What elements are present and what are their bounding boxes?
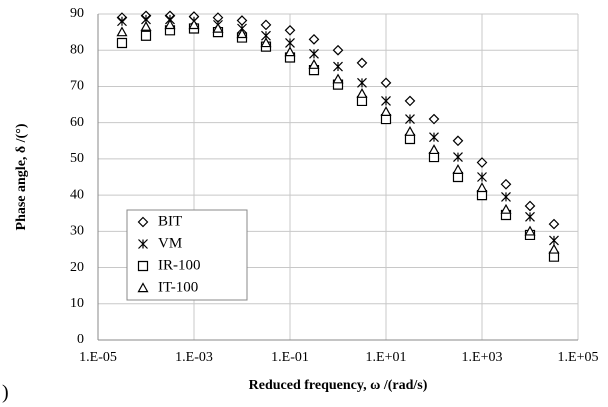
y-tick-label: 60 bbox=[70, 115, 84, 130]
data-point bbox=[260, 37, 272, 48]
data-point bbox=[333, 61, 343, 72]
data-point bbox=[380, 77, 392, 89]
data-point bbox=[428, 113, 440, 125]
data-point bbox=[236, 15, 248, 26]
data-point bbox=[429, 132, 439, 143]
data-point bbox=[548, 243, 560, 254]
data-point bbox=[332, 73, 344, 84]
data-point bbox=[308, 34, 320, 45]
data-point bbox=[524, 225, 536, 236]
data-point bbox=[357, 77, 367, 88]
data-point bbox=[453, 152, 463, 163]
data-point bbox=[452, 135, 464, 147]
data-point bbox=[381, 96, 391, 106]
data-point bbox=[332, 44, 344, 56]
annotation: ) bbox=[2, 382, 9, 404]
data-point bbox=[116, 26, 128, 37]
data-point bbox=[476, 157, 488, 168]
y-tick-label: 90 bbox=[70, 6, 84, 21]
y-tick-label: 20 bbox=[70, 260, 84, 275]
legend-label: VM bbox=[158, 235, 182, 251]
x-tick-label: 1.E+03 bbox=[462, 350, 503, 365]
legend-marker bbox=[137, 282, 149, 293]
x-axis-title: Reduced frequency, ω /(rad/s) bbox=[249, 378, 428, 393]
legend-label: IT-100 bbox=[158, 279, 198, 295]
data-point bbox=[380, 106, 392, 116]
data-point bbox=[476, 182, 488, 193]
data-point bbox=[140, 30, 152, 41]
data-point bbox=[308, 58, 320, 69]
y-axis-title: Phase angle, δ /(°) bbox=[14, 123, 29, 230]
data-point bbox=[452, 164, 464, 174]
x-tick-label: 1.E-05 bbox=[79, 350, 117, 365]
x-tick-label: 1.E+05 bbox=[558, 350, 599, 365]
data-point bbox=[236, 28, 248, 39]
data-point bbox=[260, 19, 272, 31]
x-tick-label: 1.E+01 bbox=[366, 350, 407, 365]
data-point bbox=[404, 95, 416, 107]
data-point bbox=[117, 16, 127, 27]
legend-marker bbox=[137, 260, 149, 272]
data-point bbox=[140, 20, 152, 31]
legend-marker bbox=[138, 239, 148, 249]
y-tick-label: 10 bbox=[70, 296, 84, 311]
data-point bbox=[164, 19, 176, 30]
legend-marker bbox=[137, 216, 149, 228]
data-point bbox=[477, 172, 487, 182]
data-point bbox=[524, 200, 536, 212]
data-point bbox=[549, 235, 559, 246]
data-point bbox=[212, 22, 224, 33]
y-tick-label: 30 bbox=[70, 224, 84, 239]
data-point bbox=[284, 46, 296, 57]
data-point bbox=[525, 211, 535, 222]
data-point bbox=[284, 24, 296, 36]
data-point bbox=[356, 87, 368, 98]
data-point bbox=[116, 37, 128, 49]
data-point bbox=[500, 178, 512, 190]
data-point bbox=[285, 38, 295, 48]
data-point bbox=[404, 125, 416, 136]
data-point bbox=[428, 144, 440, 155]
data-point bbox=[500, 203, 512, 214]
y-tick-label: 70 bbox=[70, 79, 84, 94]
legend-box bbox=[126, 209, 248, 301]
y-tick-label: 80 bbox=[70, 42, 84, 57]
data-point bbox=[405, 114, 415, 124]
x-tick-label: 1.E-03 bbox=[175, 350, 213, 365]
x-tick-label: 1.E-01 bbox=[271, 350, 309, 365]
y-tick-label: 50 bbox=[70, 151, 84, 166]
legend-label: IR-100 bbox=[158, 257, 201, 273]
y-tick-label: 40 bbox=[70, 187, 84, 202]
data-point bbox=[501, 191, 511, 202]
data-point bbox=[356, 57, 368, 69]
legend-label: BIT bbox=[158, 213, 182, 229]
y-tick-label: 0 bbox=[77, 332, 84, 347]
data-point bbox=[548, 218, 560, 230]
data-point bbox=[309, 48, 319, 59]
data-point bbox=[188, 19, 200, 30]
